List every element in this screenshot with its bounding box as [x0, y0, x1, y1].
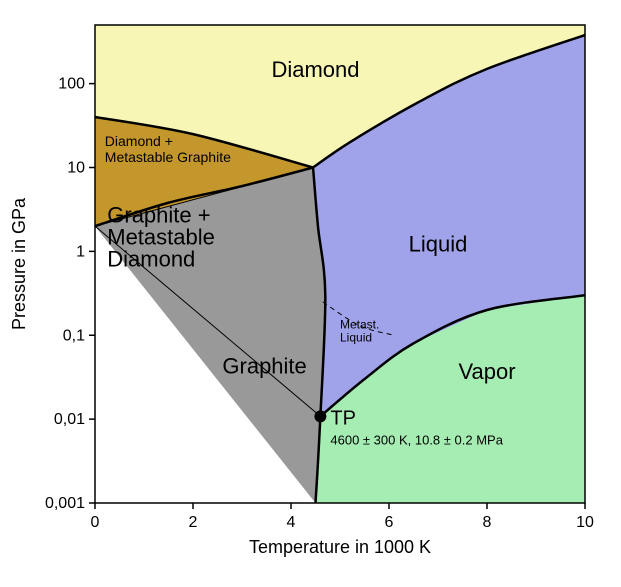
- x-tick-label: 4: [287, 514, 296, 531]
- triple-point-sublabel: 4600 ± 300 K, 10.8 ± 0.2 MPa: [330, 432, 503, 447]
- triple-point-label: TP: [330, 407, 356, 429]
- label-graphite-meta-diamond: Diamond: [107, 247, 195, 272]
- x-tick-label: 0: [91, 514, 100, 531]
- label-vapor: Vapor: [458, 359, 515, 384]
- x-tick-label: 8: [483, 514, 492, 531]
- x-axis-label: Temperature in 1000 K: [249, 537, 431, 557]
- x-tick-label: 10: [576, 514, 594, 531]
- y-tick-label: 0,001: [45, 495, 85, 512]
- y-tick-label: 0,01: [54, 411, 85, 428]
- label-metastable-liquid: Metast.: [340, 318, 379, 332]
- y-tick-label: 1: [76, 243, 85, 260]
- label-diamond-meta-graphite: Diamond +: [105, 133, 173, 149]
- phase-diagram-chart: DiamondLiquidVaporGraphiteDiamond +Metas…: [0, 0, 621, 587]
- x-tick-label: 2: [189, 514, 198, 531]
- label-diamond-meta-graphite: Metastable Graphite: [105, 149, 231, 165]
- y-tick-label: 100: [58, 76, 85, 93]
- label-metastable-liquid: Liquid: [340, 331, 372, 345]
- triple-point-marker: [314, 410, 326, 422]
- y-tick-label: 0,1: [63, 327, 85, 344]
- label-liquid: Liquid: [409, 231, 468, 256]
- label-diamond: Diamond: [271, 57, 359, 82]
- chart-svg: DiamondLiquidVaporGraphiteDiamond +Metas…: [0, 0, 621, 587]
- y-tick-label: 10: [67, 160, 85, 177]
- x-tick-label: 6: [385, 514, 394, 531]
- label-graphite: Graphite: [222, 353, 306, 378]
- y-axis-label: Pressure in GPa: [9, 197, 29, 330]
